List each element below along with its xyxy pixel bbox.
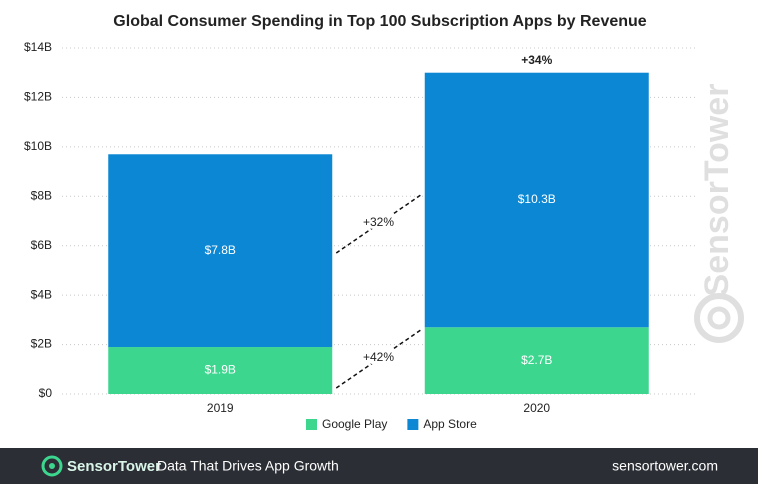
footer-brand: SensorTower (67, 458, 161, 475)
bar-segment (424, 327, 649, 394)
data-label: $10.3B (518, 192, 556, 206)
y-tick-label: $10B (24, 139, 52, 153)
y-tick-label: $8B (31, 188, 52, 202)
data-label: $7.8B (205, 243, 236, 257)
y-tick-label: $14B (24, 40, 52, 54)
footer-bar (0, 448, 758, 484)
data-label: $1.9B (205, 363, 236, 377)
watermark: SensorTower (694, 84, 744, 343)
footer-tagline: Data That Drives App Growth (157, 458, 339, 474)
y-tick-label: $12B (24, 90, 52, 104)
connector (335, 329, 422, 389)
footer-logo (41, 455, 63, 477)
watermark-text: SensorTower (698, 84, 736, 297)
bar-segment (424, 72, 649, 328)
y-tick-label: $6B (31, 238, 52, 252)
annotation: +32% (363, 215, 394, 229)
watermark-logo (707, 306, 731, 330)
legend-swatch (306, 419, 317, 430)
chart-title: Global Consumer Spending in Top 100 Subs… (113, 13, 647, 30)
annotation: +42% (363, 350, 394, 364)
watermark-logo (694, 293, 744, 343)
annotation: +34% (521, 53, 552, 67)
y-tick-label: $0 (39, 386, 53, 400)
legend-label: Google Play (322, 417, 387, 431)
footer-logo (49, 463, 55, 469)
connector (335, 194, 422, 254)
data-label: $2.7B (521, 353, 552, 367)
legend-label: App Store (423, 417, 477, 431)
x-tick-label: 2019 (207, 401, 234, 415)
legend-swatch (407, 419, 419, 430)
y-tick-label: $4B (31, 287, 52, 301)
y-tick-label: $2B (31, 337, 52, 351)
bar-segment (108, 347, 333, 394)
bar-segment (108, 154, 333, 348)
footer-url: sensortower.com (612, 458, 718, 474)
x-tick-label: 2020 (523, 401, 550, 415)
